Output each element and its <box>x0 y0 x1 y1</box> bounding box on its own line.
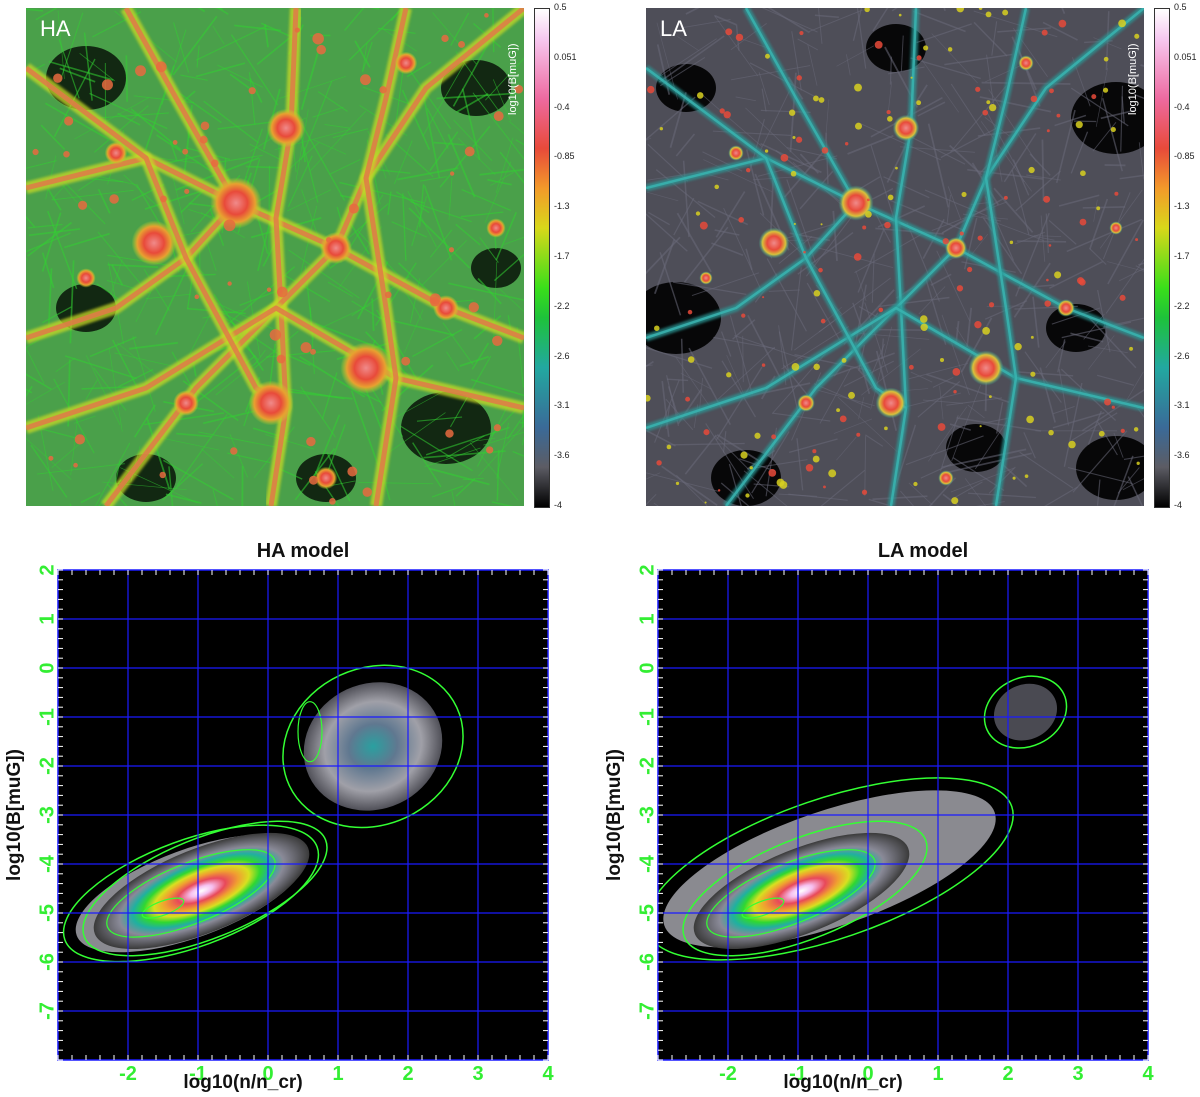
x-tick-label: 2 <box>402 1063 413 1085</box>
ha-map-panel: HA log10(B[muG]) 0.5 0.051 -0.4 -0.85 -1.3 -1… <box>0 0 600 515</box>
colorbar-tick-label: -4 <box>554 500 563 510</box>
contour-line <box>106 849 276 938</box>
y-tick-label: -4 <box>636 854 658 873</box>
la-colorbar <box>1154 8 1170 508</box>
x-tick-label: -1 <box>789 1063 807 1085</box>
colorbar-tick-label: -2.6 <box>1174 350 1190 361</box>
colorbar-tick-label: -0.85 <box>1174 151 1195 162</box>
x-tick-label: -2 <box>719 1063 737 1085</box>
y-tick-label: 2 <box>636 564 658 575</box>
y-tick-label: -7 <box>36 1002 58 1020</box>
la-map-panel: LA log10(B[muG]) 0.5 0.051 -0.4 -0.85 -1.3 -1… <box>620 0 1200 515</box>
x-tick-label: 4 <box>1142 1063 1154 1085</box>
la-map-label: LA <box>660 16 687 41</box>
colorbar-tick-label: -2.2 <box>554 300 570 311</box>
y-tick-label: 1 <box>36 613 58 624</box>
x-tick-label: -2 <box>119 1063 137 1085</box>
y-tick-label: -6 <box>36 953 58 971</box>
colorbar-tick-label: -0.85 <box>554 151 575 162</box>
contour-line <box>682 820 928 957</box>
y-axis-label: log10(B[muG]) <box>4 749 25 881</box>
ha-colorbar <box>534 8 550 508</box>
y-tick-label: -1 <box>636 708 658 726</box>
contour-line <box>62 824 320 963</box>
colorbar-tick-label: -3.6 <box>1174 450 1190 461</box>
y-tick-label: -1 <box>36 708 58 726</box>
la-magnetic-field-map: LA <box>646 8 1144 506</box>
y-axis-label: log10(B[muG]) <box>604 749 625 881</box>
contour-line <box>297 701 323 763</box>
x-tick-label: 3 <box>472 1063 483 1085</box>
y-tick-label: -3 <box>636 806 658 824</box>
la-plot-title: LA model <box>877 540 969 562</box>
y-tick-label: -4 <box>36 854 58 873</box>
ha-colorbar-title: log10(B[muG]) <box>507 43 519 115</box>
contour-line <box>983 675 1068 749</box>
contour-line <box>82 820 328 957</box>
x-tick-label: 1 <box>332 1063 343 1085</box>
x-tick-label: 4 <box>542 1063 554 1085</box>
y-tick-label: 0 <box>36 662 58 673</box>
y-tick-label: 2 <box>36 564 58 575</box>
x-tick-label: 0 <box>862 1063 873 1085</box>
y-tick-label: -2 <box>36 757 58 775</box>
colorbar-tick-label: -1.3 <box>554 201 570 212</box>
contour-line <box>282 664 464 829</box>
contour-line <box>706 849 876 938</box>
colorbar-tick-label: -0.4 <box>1174 101 1190 112</box>
colorbar-tick-label: -1.7 <box>1174 251 1190 261</box>
y-tick-label: -3 <box>36 806 58 824</box>
y-tick-label: -2 <box>636 757 658 775</box>
ha-plot-title: HA model <box>256 540 350 562</box>
la-colorbar-title: log10(B[muG]) <box>1127 43 1139 115</box>
colorbar-tick-label: 0.051 <box>1174 51 1197 62</box>
la-phase-diagram: -2 -1 0 1 2 3 4 2 1 0 -1 -2 -3 -4 -5 -6 -7 log10(n/n_cr) l… <box>604 564 1154 1093</box>
colorbar-tick-label: -3.6 <box>554 450 570 461</box>
density-peak <box>693 832 910 950</box>
x-tick-label: 1 <box>932 1063 943 1085</box>
colorbar-tick-label: 0.051 <box>554 51 577 62</box>
density-peak <box>93 832 310 950</box>
y-tick-label: 0 <box>636 662 658 673</box>
colorbar-tick-label: -3.1 <box>554 400 570 411</box>
y-tick-label: -7 <box>636 1002 658 1020</box>
colorbar-tick-label: 0.5 <box>554 2 567 12</box>
y-tick-label: 1 <box>636 613 658 624</box>
ha-phase-diagram: -2 -1 0 1 2 3 4 2 1 0 -1 -2 -3 -4 -5 -6 -7 log10(n/n_cr) l… <box>4 564 554 1093</box>
colorbar-tick-label: -2.6 <box>554 350 570 361</box>
x-axis-label: log10(n/n_cr) <box>183 1072 302 1093</box>
y-tick-label: -5 <box>636 904 658 922</box>
density-region-secondary <box>993 683 1058 741</box>
x-tick-label: -1 <box>189 1063 207 1085</box>
colorbar-tick-label: -4 <box>1174 500 1183 510</box>
ha-magnetic-field-map: HA <box>26 8 524 506</box>
x-tick-label: 3 <box>1072 1063 1083 1085</box>
contour-line <box>741 897 785 919</box>
colorbar-tick-label: -1.7 <box>554 251 570 261</box>
y-tick-label: -5 <box>36 904 58 922</box>
y-tick-label: -6 <box>636 953 658 971</box>
colorbar-tick-label: -2.2 <box>1174 300 1190 311</box>
ha-map-image <box>26 8 524 506</box>
colorbar-tick-label: 0.5 <box>1174 2 1187 12</box>
x-axis-label: log10(n/n_cr) <box>783 1072 902 1093</box>
x-tick-label: 0 <box>262 1063 273 1085</box>
colorbar-tick-label: -0.4 <box>554 101 570 112</box>
contour-line <box>658 777 1014 961</box>
colorbar-tick-label: -1.3 <box>1174 201 1190 212</box>
contour-line <box>141 897 185 919</box>
ha-map-label: HA <box>40 16 71 41</box>
colorbar-tick-label: -3.1 <box>1174 400 1190 411</box>
la-map-image <box>646 8 1144 506</box>
x-tick-label: 2 <box>1002 1063 1013 1085</box>
